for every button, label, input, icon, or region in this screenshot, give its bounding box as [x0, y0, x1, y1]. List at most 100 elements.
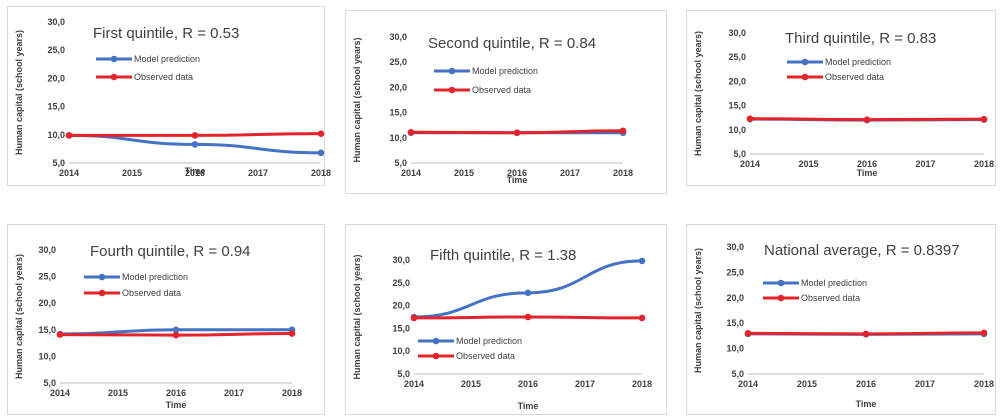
legend-marker-observed — [98, 289, 106, 297]
x-tick-label: 2016 — [166, 388, 186, 398]
chart-title: First quintile, R = 0.53 — [93, 25, 239, 42]
x-axis-label: Time — [518, 401, 539, 411]
y-tick-label: 25,0 — [389, 57, 407, 67]
y-tick-label: 25,0 — [38, 272, 56, 282]
chart-panel-fifth-quintile: 5,0 10,0 15,0 20,0 25,0 30,0 2014 2015 2016 2017 2… — [345, 224, 667, 415]
y-tick-label: 15,0 — [726, 318, 744, 328]
y-axis-label: Human capital (school years) — [693, 31, 703, 156]
data-point-observed — [524, 313, 532, 321]
y-axis-label: Human capital (school years) — [14, 254, 24, 379]
y-tick-label: 30,0 — [38, 245, 56, 255]
x-tick-label: 2017 — [915, 159, 935, 169]
y-tick-label: 5,0 — [733, 149, 746, 159]
x-tick-label: 2017 — [248, 168, 268, 178]
x-tick-label: 2014 — [59, 168, 79, 178]
x-tick-label: 2015 — [798, 159, 818, 169]
y-tick-label: 10,0 — [47, 130, 65, 140]
legend-label-model: Model prediction — [801, 278, 867, 288]
y-tick-label: 25,0 — [728, 52, 746, 62]
legend-label-observed: Observed data — [122, 288, 181, 298]
x-tick-label: 2017 — [560, 168, 580, 178]
legend-marker-observed — [432, 352, 440, 360]
data-point-observed — [56, 331, 64, 338]
data-point-model — [191, 141, 199, 148]
chart-panel-national-average: 5,0 10,0 15,0 20,0 25,0 30,0 2014 2015 2016 2017 2… — [686, 224, 996, 415]
y-tick-label: 15,0 — [47, 102, 65, 112]
data-point-observed — [746, 115, 754, 122]
y-tick-label: 20,0 — [389, 82, 407, 92]
legend-marker-observed — [801, 73, 809, 81]
x-tick-label: 2016 — [507, 168, 527, 178]
y-tick-label: 25,0 — [47, 45, 65, 55]
legend-marker-observed — [777, 294, 785, 302]
legend-marker-model — [448, 67, 456, 75]
x-tick-label: 2016 — [185, 168, 205, 178]
legend-label-model: Model prediction — [472, 66, 538, 76]
legend-label-model: Model prediction — [134, 54, 200, 64]
data-point-observed — [513, 129, 521, 137]
chart-panel-second-quintile: 5,0 10,0 15,0 20,0 25,0 30,0 2014 2015 2016 2017 2… — [345, 10, 667, 194]
data-point-observed — [980, 329, 988, 337]
x-tick-label: 2015 — [108, 388, 128, 398]
y-axis-label: Human capital (school years) — [352, 37, 362, 162]
data-point-observed — [410, 314, 418, 322]
x-tick-label: 2016 — [857, 159, 877, 169]
x-axis-label: Time — [185, 166, 206, 176]
x-axis-label: Time — [857, 168, 878, 178]
legend-marker-observed — [448, 86, 456, 94]
y-tick-label: 20,0 — [728, 76, 746, 86]
y-tick-label: 30,0 — [728, 28, 746, 38]
y-axis-label: Human capital (school years) — [14, 30, 24, 155]
legend-label-model: Model prediction — [825, 57, 891, 67]
legend-label-model: Model prediction — [122, 272, 188, 282]
y-tick-label: 20,0 — [38, 298, 56, 308]
legend-label-observed: Observed data — [134, 72, 193, 82]
chart-svg-fifth-quintile: 5,0 10,0 15,0 20,0 25,0 30,0 2014 2015 2016 2017 2… — [352, 247, 652, 411]
legend-label-observed: Observed data — [472, 85, 531, 95]
x-tick-label: 2017 — [915, 379, 935, 389]
y-tick-label: 10,0 — [726, 344, 744, 354]
legend-label-observed: Observed data — [801, 293, 860, 303]
chart-svg-second-quintile: 5,0 10,0 15,0 20,0 25,0 30,0 2014 2015 2016 2017 2… — [352, 32, 633, 185]
y-tick-label: 25,0 — [392, 278, 410, 288]
data-point-observed — [980, 115, 988, 123]
chart-panel-first-quintile: 5,0 10,0 15,0 20,0 25,0 30,0 2014 2015 2016 2017 2… — [7, 6, 331, 186]
data-point-observed — [288, 330, 296, 337]
chart-panel-fourth-quintile: 5,0 10,0 15,0 20,0 25,0 30,0 2014 2015 2016 2017 2… — [7, 224, 325, 415]
x-tick-label: 2015 — [461, 379, 481, 389]
legend-marker-model — [110, 55, 118, 63]
x-tick-label: 2018 — [632, 379, 652, 389]
y-tick-label: 15,0 — [389, 108, 407, 118]
data-point-observed — [744, 330, 752, 337]
y-tick-label: 15,0 — [38, 325, 56, 335]
data-point-model — [172, 326, 180, 334]
y-tick-label: 10,0 — [389, 133, 407, 143]
data-point-observed — [317, 130, 325, 137]
chart-title: Fifth quintile, R = 1.38 — [430, 247, 576, 264]
y-tick-label: 20,0 — [392, 301, 410, 311]
legend-marker-model — [432, 337, 440, 345]
data-point-observed — [65, 132, 73, 139]
series-line-model — [412, 259, 644, 319]
legend-marker-model — [801, 58, 809, 66]
chart-svg-third-quintile: 5,0 10,0 15,0 20,0 25,0 30,0 2014 2015 2016 2017 2… — [693, 28, 994, 178]
y-tick-label: 15,0 — [728, 101, 746, 111]
chart-title: Fourth quintile, R = 0.94 — [90, 243, 251, 260]
y-tick-label: 30,0 — [726, 242, 744, 252]
legend-label-observed: Observed data — [456, 351, 515, 361]
y-tick-label: 30,0 — [392, 255, 410, 265]
y-tick-label: 15,0 — [392, 323, 410, 333]
chart-svg-national-average: 5,0 10,0 15,0 20,0 25,0 30,0 2014 2015 2016 2017 2… — [693, 242, 994, 409]
y-tick-label: 25,0 — [726, 267, 744, 277]
data-point-observed — [619, 127, 627, 135]
chart-title: Third quintile, R = 0.83 — [785, 30, 936, 47]
y-tick-label: 5,0 — [394, 158, 407, 168]
x-tick-label: 2014 — [50, 388, 70, 398]
legend-marker-model — [777, 279, 785, 287]
y-axis-label: Human capital (school years) — [693, 248, 703, 373]
y-tick-label: 5,0 — [731, 369, 744, 379]
chart-svg-first-quintile: 5,0 10,0 15,0 20,0 25,0 30,0 2014 2015 2016 2017 2… — [14, 17, 331, 178]
data-point-model — [524, 289, 532, 297]
chart-title: Second quintile, R = 0.84 — [428, 35, 596, 52]
y-tick-label: 30,0 — [389, 32, 407, 42]
